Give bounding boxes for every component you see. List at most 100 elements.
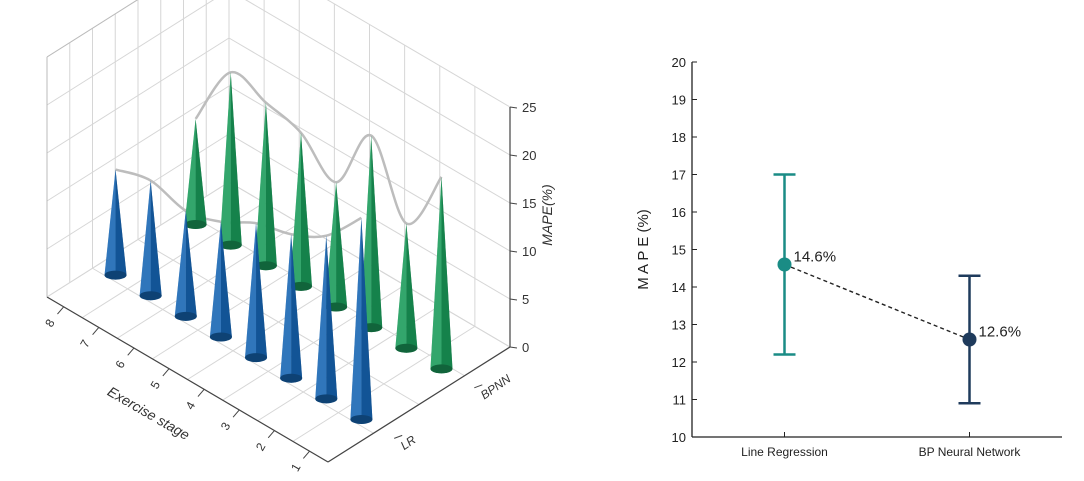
z-tick	[509, 346, 518, 349]
z-tick	[509, 202, 518, 205]
errorbar-chart-svg: 10 11 12 13 14 15 16 17 18 19 20 M A P E (%) Line Re…	[635, 55, 1062, 459]
z-tick	[509, 250, 518, 253]
cone-LR-stage-5	[209, 221, 232, 342]
cone-base	[219, 240, 242, 250]
cone-body-shade	[184, 118, 207, 230]
cone-body-shade	[430, 176, 453, 374]
z-tick-label: 0	[522, 340, 529, 355]
y-tick-label: 19	[672, 93, 686, 108]
z-tick-label: 5	[522, 292, 529, 307]
x-tick-label: 8	[42, 316, 58, 329]
cone-LR-stage-7	[139, 180, 162, 301]
x-tick-label: Line Regression	[741, 445, 828, 459]
cone-base	[104, 270, 127, 280]
cone-base	[395, 343, 418, 353]
cone-body-shade	[325, 182, 348, 312]
cone-body-shade	[280, 234, 303, 383]
x-tick-label: 5	[148, 378, 164, 391]
y-tick	[474, 384, 483, 389]
y-tick-label: 18	[672, 130, 686, 145]
data-point	[962, 332, 977, 347]
cone-base	[350, 414, 373, 424]
y-tick-label: 10	[672, 430, 686, 445]
x-tick-label: 3	[218, 420, 234, 433]
cone-LR-stage-8	[104, 169, 127, 280]
cone-base	[184, 220, 207, 230]
cone-body-shade	[360, 135, 383, 333]
x-tick-label: 7	[77, 337, 93, 350]
curve-BPNN	[194, 71, 443, 226]
x-tick	[92, 327, 99, 336]
cone-base	[254, 261, 277, 271]
cone-body-shade	[315, 235, 338, 404]
x-tick	[232, 409, 240, 418]
y-tick	[394, 434, 403, 439]
x-tick-label: 1	[288, 461, 304, 474]
z-tick	[509, 106, 518, 109]
cone-body-shade	[104, 169, 127, 280]
cone-base	[430, 364, 453, 374]
cone-chart-cones	[104, 72, 453, 424]
data-point	[777, 257, 792, 272]
x-tick	[267, 430, 275, 439]
cone-LR-stage-4	[245, 223, 268, 363]
z-axis-label: MAPE(%)	[539, 184, 555, 245]
cone-body-shade	[289, 132, 312, 291]
y-tick-label: 15	[672, 243, 686, 258]
x-tick-label: BP Neural Network	[919, 445, 1022, 459]
x-tick	[197, 389, 205, 397]
cone-BPNN-stage-8	[184, 118, 207, 230]
x-axis-label: Exercise stage	[105, 383, 193, 443]
z-tick	[509, 298, 518, 301]
x-tick-label: 2	[253, 440, 269, 453]
z-tick-label: 10	[522, 244, 536, 259]
cone-body-shade	[219, 72, 242, 250]
x-tick-label: 4	[183, 399, 199, 412]
cone-LR-stage-6	[174, 210, 197, 321]
cone-base	[280, 373, 303, 383]
cone-body-shade	[395, 223, 418, 353]
y-tick-label: BPNN	[478, 371, 514, 402]
y-tick-label: 17	[672, 168, 686, 183]
cone-BPNN-stage-6	[254, 102, 277, 271]
y-tick-label: 20	[672, 55, 686, 70]
cone-BPNN-stage-5	[289, 132, 312, 291]
cone-base	[245, 353, 268, 363]
z-tick	[509, 154, 518, 157]
y-tick-label: 11	[673, 393, 687, 408]
cone-base	[289, 281, 312, 291]
cone-BPNN-stage-7	[219, 72, 242, 250]
axis-exercise-stage	[46, 296, 329, 463]
x-tick	[57, 306, 64, 315]
cone-body-shade	[174, 210, 197, 321]
errorbar-chart-body: 10 11 12 13 14 15 16 17 18 19 20 M A P E (%) Line Re…	[635, 55, 1062, 459]
y-tick-label: 14	[672, 280, 686, 295]
cone-body-shade	[139, 180, 162, 301]
cone-base	[139, 291, 162, 301]
z-tick-label: 15	[522, 196, 536, 211]
data-label: 14.6%	[794, 249, 837, 266]
cone-LR-stage-3	[280, 234, 303, 383]
cone-chart-3d: 0 5 10 15 20 25 MAPE(%) 1 2 3 4 5 6 7 8 Exercise stage L…	[42, 0, 555, 474]
axis-model	[327, 346, 511, 463]
y-tick-label: 12	[672, 355, 686, 370]
cone-body-shade	[209, 221, 232, 342]
cone-base	[174, 311, 197, 321]
x-tick	[302, 451, 310, 459]
cone-LR-stage-1	[350, 217, 373, 424]
data-label: 12.6%	[979, 324, 1022, 341]
y-tick-label: 13	[672, 318, 686, 333]
z-tick-label: 20	[522, 148, 536, 163]
z-tick-label: 25	[522, 100, 536, 115]
cone-base	[209, 332, 232, 342]
cone-BPNN-stage-2	[395, 223, 418, 353]
connector-line	[784, 263, 970, 341]
cone-LR-stage-2	[315, 235, 338, 404]
errorbar-chart: 10 11 12 13 14 15 16 17 18 19 20 M A P E (%) Line Re…	[610, 0, 1084, 476]
y-axis-label: M A P E (%)	[635, 209, 652, 290]
floor-gridline	[92, 267, 374, 434]
cone-BPNN-stage-1	[430, 176, 453, 374]
cone-chart-curves	[115, 71, 443, 239]
cone-body-shade	[350, 217, 373, 424]
